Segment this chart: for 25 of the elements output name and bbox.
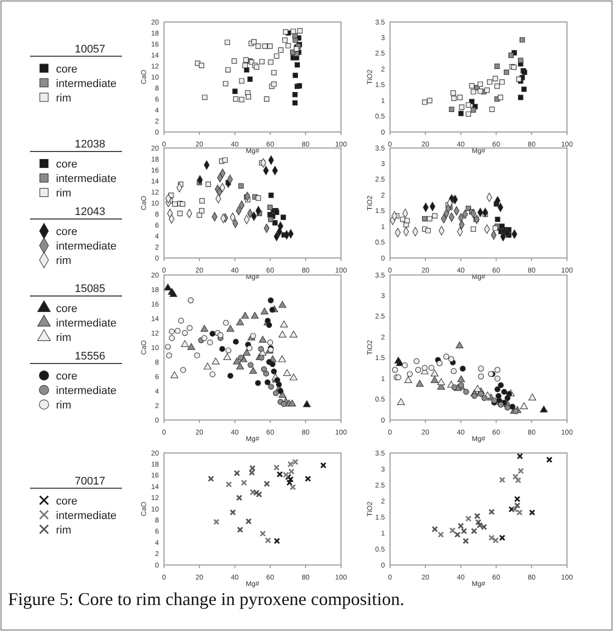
- caption: Figure 5: Core to rim change in pyroxene composition.: [8, 589, 404, 609]
- legend-label: rim: [56, 400, 72, 412]
- legend-label: intermediate: [56, 385, 117, 397]
- legend-label: intermediate: [56, 78, 117, 90]
- legend-title: 12038: [74, 138, 106, 150]
- legend-label: core: [56, 495, 78, 508]
- legend-label: rim: [56, 188, 72, 200]
- legend-label: core: [56, 303, 78, 315]
- legend-label: rim: [56, 524, 72, 536]
- legend-label: core: [56, 226, 78, 238]
- legend-label: rim: [56, 255, 72, 267]
- legend-label: intermediate: [56, 240, 117, 252]
- legend-label: core: [56, 370, 78, 382]
- legend-label: core: [56, 63, 78, 76]
- legend-label: rim: [56, 332, 72, 344]
- legend-title: 70017: [74, 475, 106, 488]
- legend-label: rim: [56, 92, 72, 104]
- legend-label: core: [56, 158, 78, 170]
- legend-label: intermediate: [56, 173, 117, 185]
- legend-title: 10057: [74, 43, 106, 56]
- legend-title: 15085: [74, 283, 106, 295]
- legend-label: intermediate: [56, 318, 117, 330]
- text: 12043: [74, 206, 106, 218]
- text: 15556: [74, 350, 106, 362]
- legend-label: intermediate: [56, 510, 117, 522]
